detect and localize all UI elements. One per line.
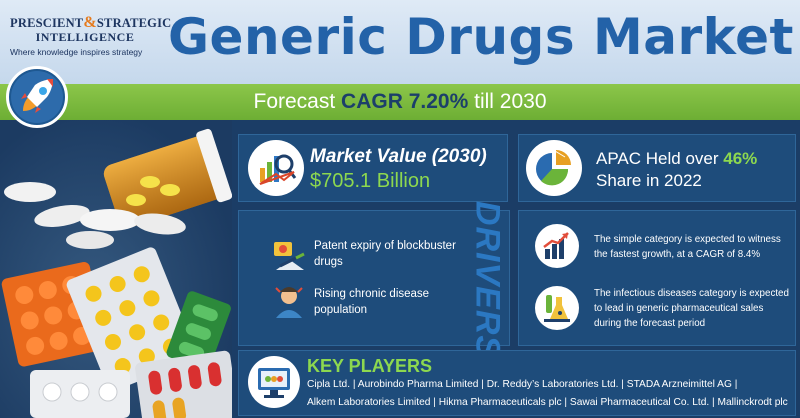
logo-ampersand: &	[83, 14, 97, 31]
rocket-badge	[6, 66, 68, 128]
pie-chart-icon	[526, 140, 582, 196]
trend-2-text: The infectious diseases category is expe…	[594, 288, 789, 329]
driver-2-text: Rising chronic disease population	[314, 288, 430, 316]
apac-share-value: 46%	[723, 149, 758, 168]
apac-line2: Share in 2022	[596, 171, 702, 190]
driver-1-text: Patent expiry of blockbuster drugs	[314, 240, 456, 268]
company-logo[interactable]: PRESCIENT&STRATEGIC INTELLIGENCE Where k…	[10, 14, 172, 57]
logo-line2: INTELLIGENCE	[35, 30, 135, 44]
drivers-panel	[238, 210, 510, 346]
drivers-heading: DRIVERS	[468, 200, 507, 360]
market-value-icon	[248, 140, 304, 196]
market-value-amount: $705.1 Billion	[310, 170, 431, 192]
pills-photo	[0, 120, 239, 418]
header: PRESCIENT&STRATEGIC INTELLIGENCE Where k…	[0, 0, 800, 84]
market-value-label: Market Value (2030)	[310, 146, 487, 167]
forecast-prefix: Forecast	[253, 90, 336, 113]
forecast-cagr: CAGR 7.20%	[341, 90, 469, 113]
forecast-banner: Forecast CAGR 7.20% till 2030	[0, 84, 800, 120]
page-title: Generic Drugs Market	[168, 8, 794, 66]
patent-icon	[270, 236, 308, 274]
growth-chart-icon	[535, 224, 579, 268]
trend-1-text: The simple category is expected to witne…	[594, 234, 781, 260]
logo-tagline: Where knowledge inspires strategy	[10, 47, 143, 57]
apac-line1: APAC Held over 46%	[596, 149, 758, 168]
logo-line1: PRESCIENT&STRATEGIC	[10, 14, 172, 31]
rocket-icon	[11, 71, 63, 123]
chronic-disease-icon	[270, 282, 308, 320]
key-players-icon	[248, 356, 300, 408]
key-players-line1: Cipla Ltd. | Aurobindo Pharma Limited | …	[307, 379, 738, 390]
key-players-title: KEY PLAYERS	[307, 356, 433, 376]
forecast-suffix: till 2030	[474, 90, 547, 113]
lab-icon	[535, 286, 579, 330]
key-players-panel	[238, 350, 796, 416]
key-players-line2: Alkem Laboratories Limited | Hikma Pharm…	[307, 397, 788, 408]
